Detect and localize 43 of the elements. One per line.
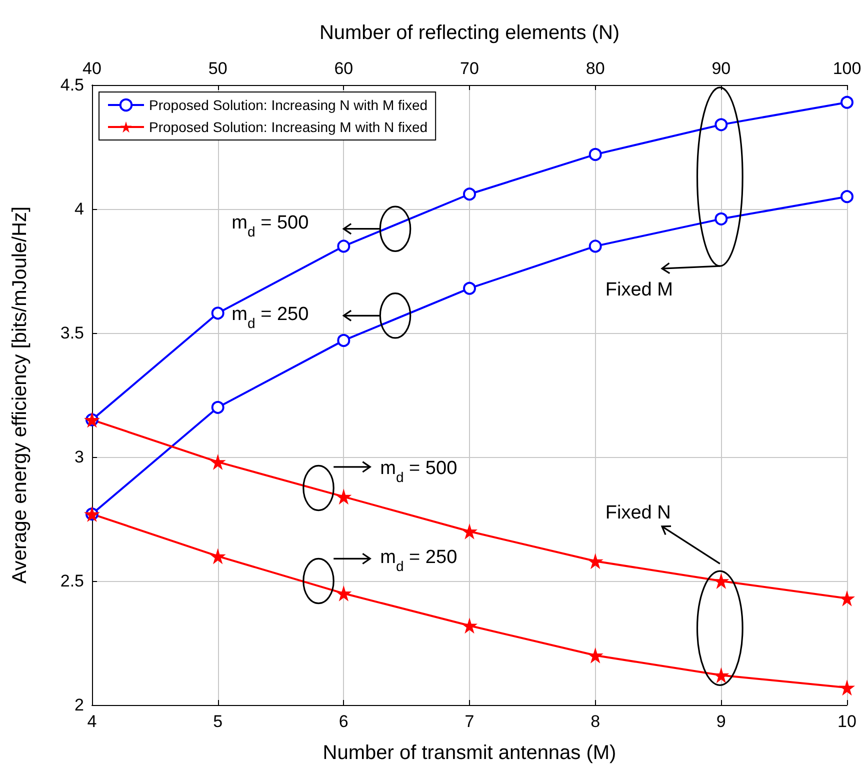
x2-tick-label: 50 xyxy=(208,59,228,78)
point xyxy=(713,573,730,589)
x-tick-label: 9 xyxy=(716,712,726,731)
x-tick-label: 6 xyxy=(338,712,348,731)
y-tick-label: 2.5 xyxy=(60,572,84,590)
x2-tick-label: 40 xyxy=(82,59,102,78)
x2-axis-title: Number of reflecting elements (N) xyxy=(319,22,620,44)
y-axis-title: Average energy efficiency [bits/mJoule/Hz] xyxy=(9,206,31,584)
x-axis-title: Number of transmit antennas (M) xyxy=(322,742,616,764)
x-tick-label: 5 xyxy=(213,712,223,731)
y-tick-label: 4.5 xyxy=(60,76,84,94)
point xyxy=(462,618,478,634)
annotation: m$_{d}$ = 500 xyxy=(380,458,458,485)
y-tick-label: 3 xyxy=(74,448,84,466)
annotation: m$_{d}$ = 500 xyxy=(232,212,309,240)
x2-tick-label: 60 xyxy=(334,59,354,78)
point xyxy=(587,647,604,664)
point xyxy=(713,667,730,684)
point xyxy=(839,590,855,606)
legend-label: Proposed Solution: Increasing M with N fixed xyxy=(149,119,428,135)
point xyxy=(587,553,604,570)
x-tick-label: 7 xyxy=(464,712,474,731)
annotation: m$_{d}$ = 250 xyxy=(232,304,309,332)
x2-tick-label: 70 xyxy=(460,59,479,78)
x-tick-label: 8 xyxy=(590,712,600,731)
y-tick-label: 4 xyxy=(74,200,84,218)
x-tick-label: 10 xyxy=(838,712,856,731)
point xyxy=(210,454,226,470)
y-tick-label: 3.5 xyxy=(60,324,84,342)
point xyxy=(336,585,352,602)
annotation: Fixed M xyxy=(605,279,673,300)
point xyxy=(336,488,352,505)
annotation: m$_{d}$ = 250 xyxy=(380,547,458,574)
x2-tick-label: 80 xyxy=(586,59,605,78)
x2-tick-label: 100 xyxy=(832,59,862,78)
point xyxy=(839,680,855,696)
annotation: Fixed N xyxy=(605,502,671,524)
y-tick-label: 2 xyxy=(74,696,84,714)
point xyxy=(210,548,226,564)
legend-label: Proposed Solution: Increasing N with M fixed xyxy=(149,97,428,113)
x2-tick-label: 90 xyxy=(712,59,731,78)
point xyxy=(462,523,478,540)
x-tick-label: 4 xyxy=(87,712,97,731)
